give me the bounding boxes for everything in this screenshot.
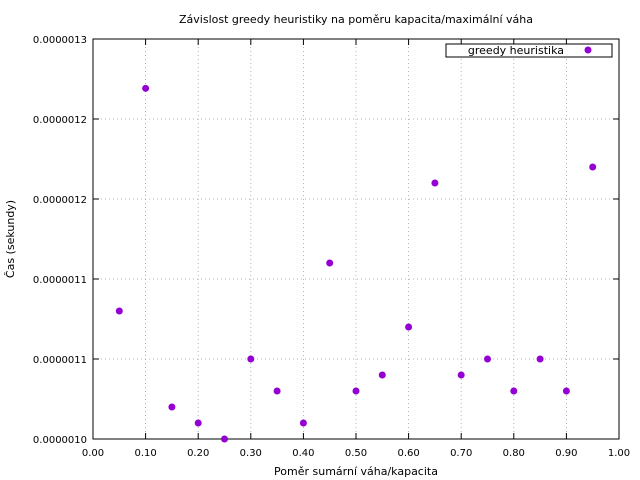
y-tick-label: 0.0000012 <box>33 195 87 206</box>
data-point <box>194 419 202 427</box>
data-point <box>326 259 334 267</box>
legend-entry-label: greedy heuristika <box>468 44 564 57</box>
data-points <box>115 84 597 443</box>
x-tick-label: 0.20 <box>187 448 209 459</box>
x-tick-label: 1.00 <box>608 448 630 459</box>
legend-box <box>445 43 613 58</box>
data-point <box>589 163 597 171</box>
data-point <box>299 419 307 427</box>
y-tick-label: 0.0000010 <box>33 435 87 446</box>
data-point <box>562 387 570 395</box>
x-tick-label: 0.30 <box>240 448 262 459</box>
y-axis-label: Čas (sekundy) <box>4 200 17 278</box>
x-tick-label: 0.00 <box>82 448 104 459</box>
x-tick-label: 0.50 <box>345 448 367 459</box>
grid-lines <box>93 39 619 439</box>
data-point <box>142 84 150 92</box>
data-point <box>431 179 439 187</box>
y-tick-label: 0.0000012 <box>33 115 87 126</box>
x-tick-label: 0.60 <box>397 448 419 459</box>
data-point <box>221 435 228 443</box>
x-tick-label: 0.80 <box>503 448 525 459</box>
legend: greedy heuristika <box>445 43 613 58</box>
y-tick-label: 0.0000011 <box>33 275 87 286</box>
data-point <box>457 371 465 379</box>
chart-title: Závislost greedy heuristiky na poměru ka… <box>179 13 533 26</box>
data-point <box>484 355 491 363</box>
data-point <box>247 355 255 363</box>
x-axis-label: Poměr sumární váha/kapacita <box>274 465 438 478</box>
y-tick-label: 0.0000011 <box>33 355 87 366</box>
x-tick-label: 0.90 <box>555 448 577 459</box>
x-tick-label: 0.40 <box>292 448 314 459</box>
data-point <box>352 387 360 395</box>
axis-ticks: 0.00 0.10 0.20 0.30 0.40 0.50 0.60 0.70 0.80 0.90… <box>33 35 630 459</box>
y-tick-label: 0.0000013 <box>33 35 87 46</box>
x-tick-label: 0.10 <box>134 448 156 459</box>
data-point <box>115 307 123 315</box>
x-tick-label: 0.70 <box>450 448 472 459</box>
data-point <box>378 371 386 379</box>
legend-marker <box>584 46 592 54</box>
data-point <box>536 355 544 363</box>
data-point <box>273 387 281 395</box>
data-point <box>168 403 176 411</box>
data-point <box>510 387 518 395</box>
data-point <box>405 323 413 331</box>
